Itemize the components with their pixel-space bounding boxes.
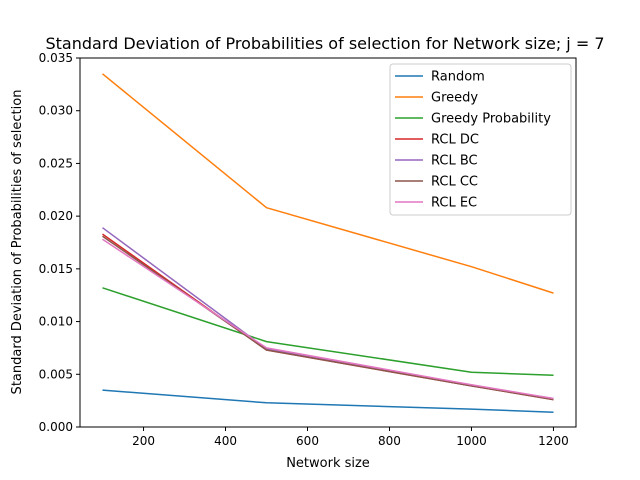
y-tick-label: 0.020: [39, 209, 73, 223]
chart-title: Standard Deviation of Probabilities of s…: [45, 34, 604, 53]
legend-label-rcl-cc: RCL CC: [431, 175, 478, 190]
y-axis-ticks: 0.000 0.005 0.010 0.015 0.020 0.025 0.030 0.035: [39, 51, 80, 434]
plot-frame: [79, 57, 577, 428]
x-tick-label: 200: [132, 434, 155, 448]
series-line-random: [102, 389, 554, 413]
series-line-rcl-ec: [102, 238, 554, 400]
y-tick-label: 0.015: [39, 262, 73, 276]
x-tick-label: 800: [378, 434, 401, 448]
y-tick-label: 0.030: [39, 104, 73, 118]
x-axis-label: Network size: [286, 456, 370, 471]
series-layer: [102, 73, 554, 413]
y-axis-label: Standard Deviation of Probabilities of s…: [10, 90, 25, 395]
legend-label-rcl-bc: RCL BC: [431, 154, 478, 169]
legend-label-rcl-ec: RCL EC: [431, 196, 477, 211]
legend-label-greedy-probability: Greedy Probability: [431, 112, 551, 127]
series-line-greedy-probability: [102, 287, 554, 377]
legend: Random Greedy Greedy Probability RCL DC RCL …: [389, 63, 572, 216]
legend-label-greedy: Greedy: [431, 91, 478, 106]
legend-frame: [389, 63, 572, 216]
y-tick-label: 0.025: [39, 156, 73, 170]
y-tick-label: 0.000: [39, 420, 73, 434]
x-tick-label: 400: [214, 434, 237, 448]
x-tick-label: 1000: [456, 434, 487, 448]
legend-label-rcl-dc: RCL DC: [431, 133, 479, 148]
series-line-greedy: [102, 73, 554, 294]
x-tick-label: 600: [296, 434, 319, 448]
y-tick-label: 0.005: [39, 367, 73, 381]
x-tick-label: 1200: [538, 434, 569, 448]
y-tick-label: 0.035: [39, 51, 73, 65]
legend-label-random: Random: [431, 70, 485, 85]
y-tick-label: 0.010: [39, 315, 73, 329]
x-axis-ticks: 200 400 600 800 1000 1200: [132, 427, 569, 448]
